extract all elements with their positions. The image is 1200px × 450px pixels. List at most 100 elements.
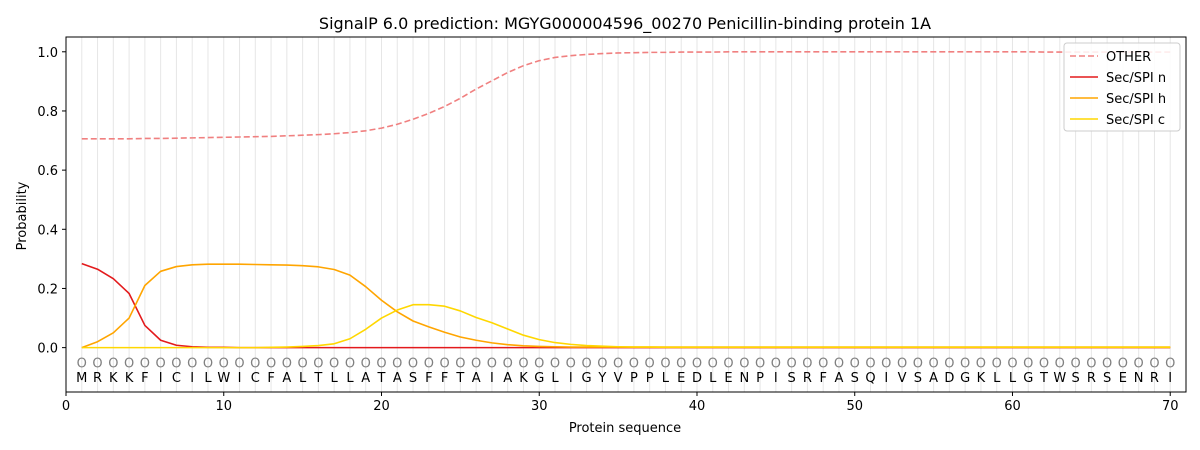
residue-label: A [503,371,512,386]
residue-marker: O [187,356,197,371]
residue-marker: O [645,356,655,371]
residue-marker: O [739,356,749,371]
residue-marker: O [708,356,718,371]
residue-marker: O [944,356,954,371]
series-line [81,303,1171,349]
residue-label: A [472,371,481,386]
residue-label: L [551,371,559,386]
residue-label: K [125,371,134,386]
residue-label: A [835,371,844,386]
residue-label: T [1039,371,1048,386]
residue-label: S [914,371,922,386]
residue-marker: O [92,356,102,371]
residue-marker: O [140,356,150,371]
residue-label: P [630,371,638,386]
residue-marker: O [77,356,87,371]
residue-marker: O [771,356,781,371]
residue-marker: O [613,356,623,371]
y-axis-title: Probability [15,181,30,250]
residue-marker: O [1149,356,1159,371]
axes-frame [65,36,1187,393]
residue-marker: O [865,356,875,371]
residue-label: R [1087,371,1096,386]
residue-marker: O [534,356,544,371]
legend: OTHER Sec/SPI n Sec/SPI h Sec/SPI c [1063,42,1181,132]
legend-label: OTHER [1106,50,1151,65]
residue-marker: O [1039,356,1049,371]
residue-marker: O [203,356,213,371]
residue-label: V [898,371,907,386]
residue-marker: O [376,356,386,371]
residue-marker: O [1118,356,1128,371]
residue-marker: O [881,356,891,371]
residue-marker: O [566,356,576,371]
residue-label: Q [865,371,875,386]
plot-area: OMOROKOKOFOIOCOIOLOWOIOCOFOAOLOTOLOLOAOT… [37,36,1187,414]
residue-marker: O [234,356,244,371]
residue-label: L [1009,371,1017,386]
residue-marker: O [424,356,434,371]
residue-marker: O [1023,356,1033,371]
x-tick-label: 70 [1162,399,1179,414]
residue-marker: O [1070,356,1080,371]
residue-label: P [646,371,654,386]
residue-label: M [76,371,87,386]
residue-label: K [519,371,528,386]
residue-label: T [313,371,322,386]
residue-marker: O [928,356,938,371]
residue-label: I [190,371,194,386]
residue-label: F [819,371,826,386]
residue-marker: O [581,356,591,371]
residue-label: L [299,371,307,386]
x-axis-title: Protein sequence [569,421,681,436]
residue-marker: O [597,356,607,371]
y-tick-label: 0.6 [37,164,58,179]
residue-label: A [282,371,291,386]
residue-marker: O [913,356,923,371]
residue-label: I [490,371,494,386]
residue-marker: O [629,356,639,371]
residue-label: P [756,371,764,386]
residue-label: I [1168,371,1172,386]
residue-marker: O [298,356,308,371]
residue-label: E [724,371,732,386]
residue-label: N [739,371,749,386]
legend-label: Sec/SPI c [1106,113,1165,128]
residue-label: F [441,371,448,386]
residue-marker: O [156,356,166,371]
chart-title: SignalP 6.0 prediction: MGYG000004596_00… [319,14,931,34]
residue-label: G [960,371,970,386]
residue-marker: O [802,356,812,371]
residue-label: W [217,371,230,386]
residue-marker: O [266,356,276,371]
residue-marker: O [1165,356,1175,371]
residue-marker: O [455,356,465,371]
residue-label: N [1134,371,1144,386]
residue-marker: O [313,356,323,371]
residue-marker: O [692,356,702,371]
residue-marker: O [408,356,418,371]
residue-marker: O [471,356,481,371]
residue-label: L [204,371,212,386]
residue-label: E [677,371,685,386]
residue-marker: O [282,356,292,371]
x-tick-label: 40 [689,399,706,414]
residue-marker: O [660,356,670,371]
residue-label: W [1053,371,1066,386]
residue-label: Y [597,371,606,386]
residue-label: L [331,371,339,386]
residue-label: L [346,371,354,386]
residue-label: T [377,371,386,386]
residue-label: S [788,371,796,386]
residue-marker: O [1102,356,1112,371]
residue-marker: O [960,356,970,371]
residue-label: I [569,371,573,386]
y-tick-label: 0.2 [37,282,58,297]
residue-marker: O [1007,356,1017,371]
residue-marker: O [550,356,560,371]
residue-label: A [361,371,370,386]
residue-marker: O [345,356,355,371]
residue-label: S [1103,371,1111,386]
legend-box [1063,42,1181,132]
